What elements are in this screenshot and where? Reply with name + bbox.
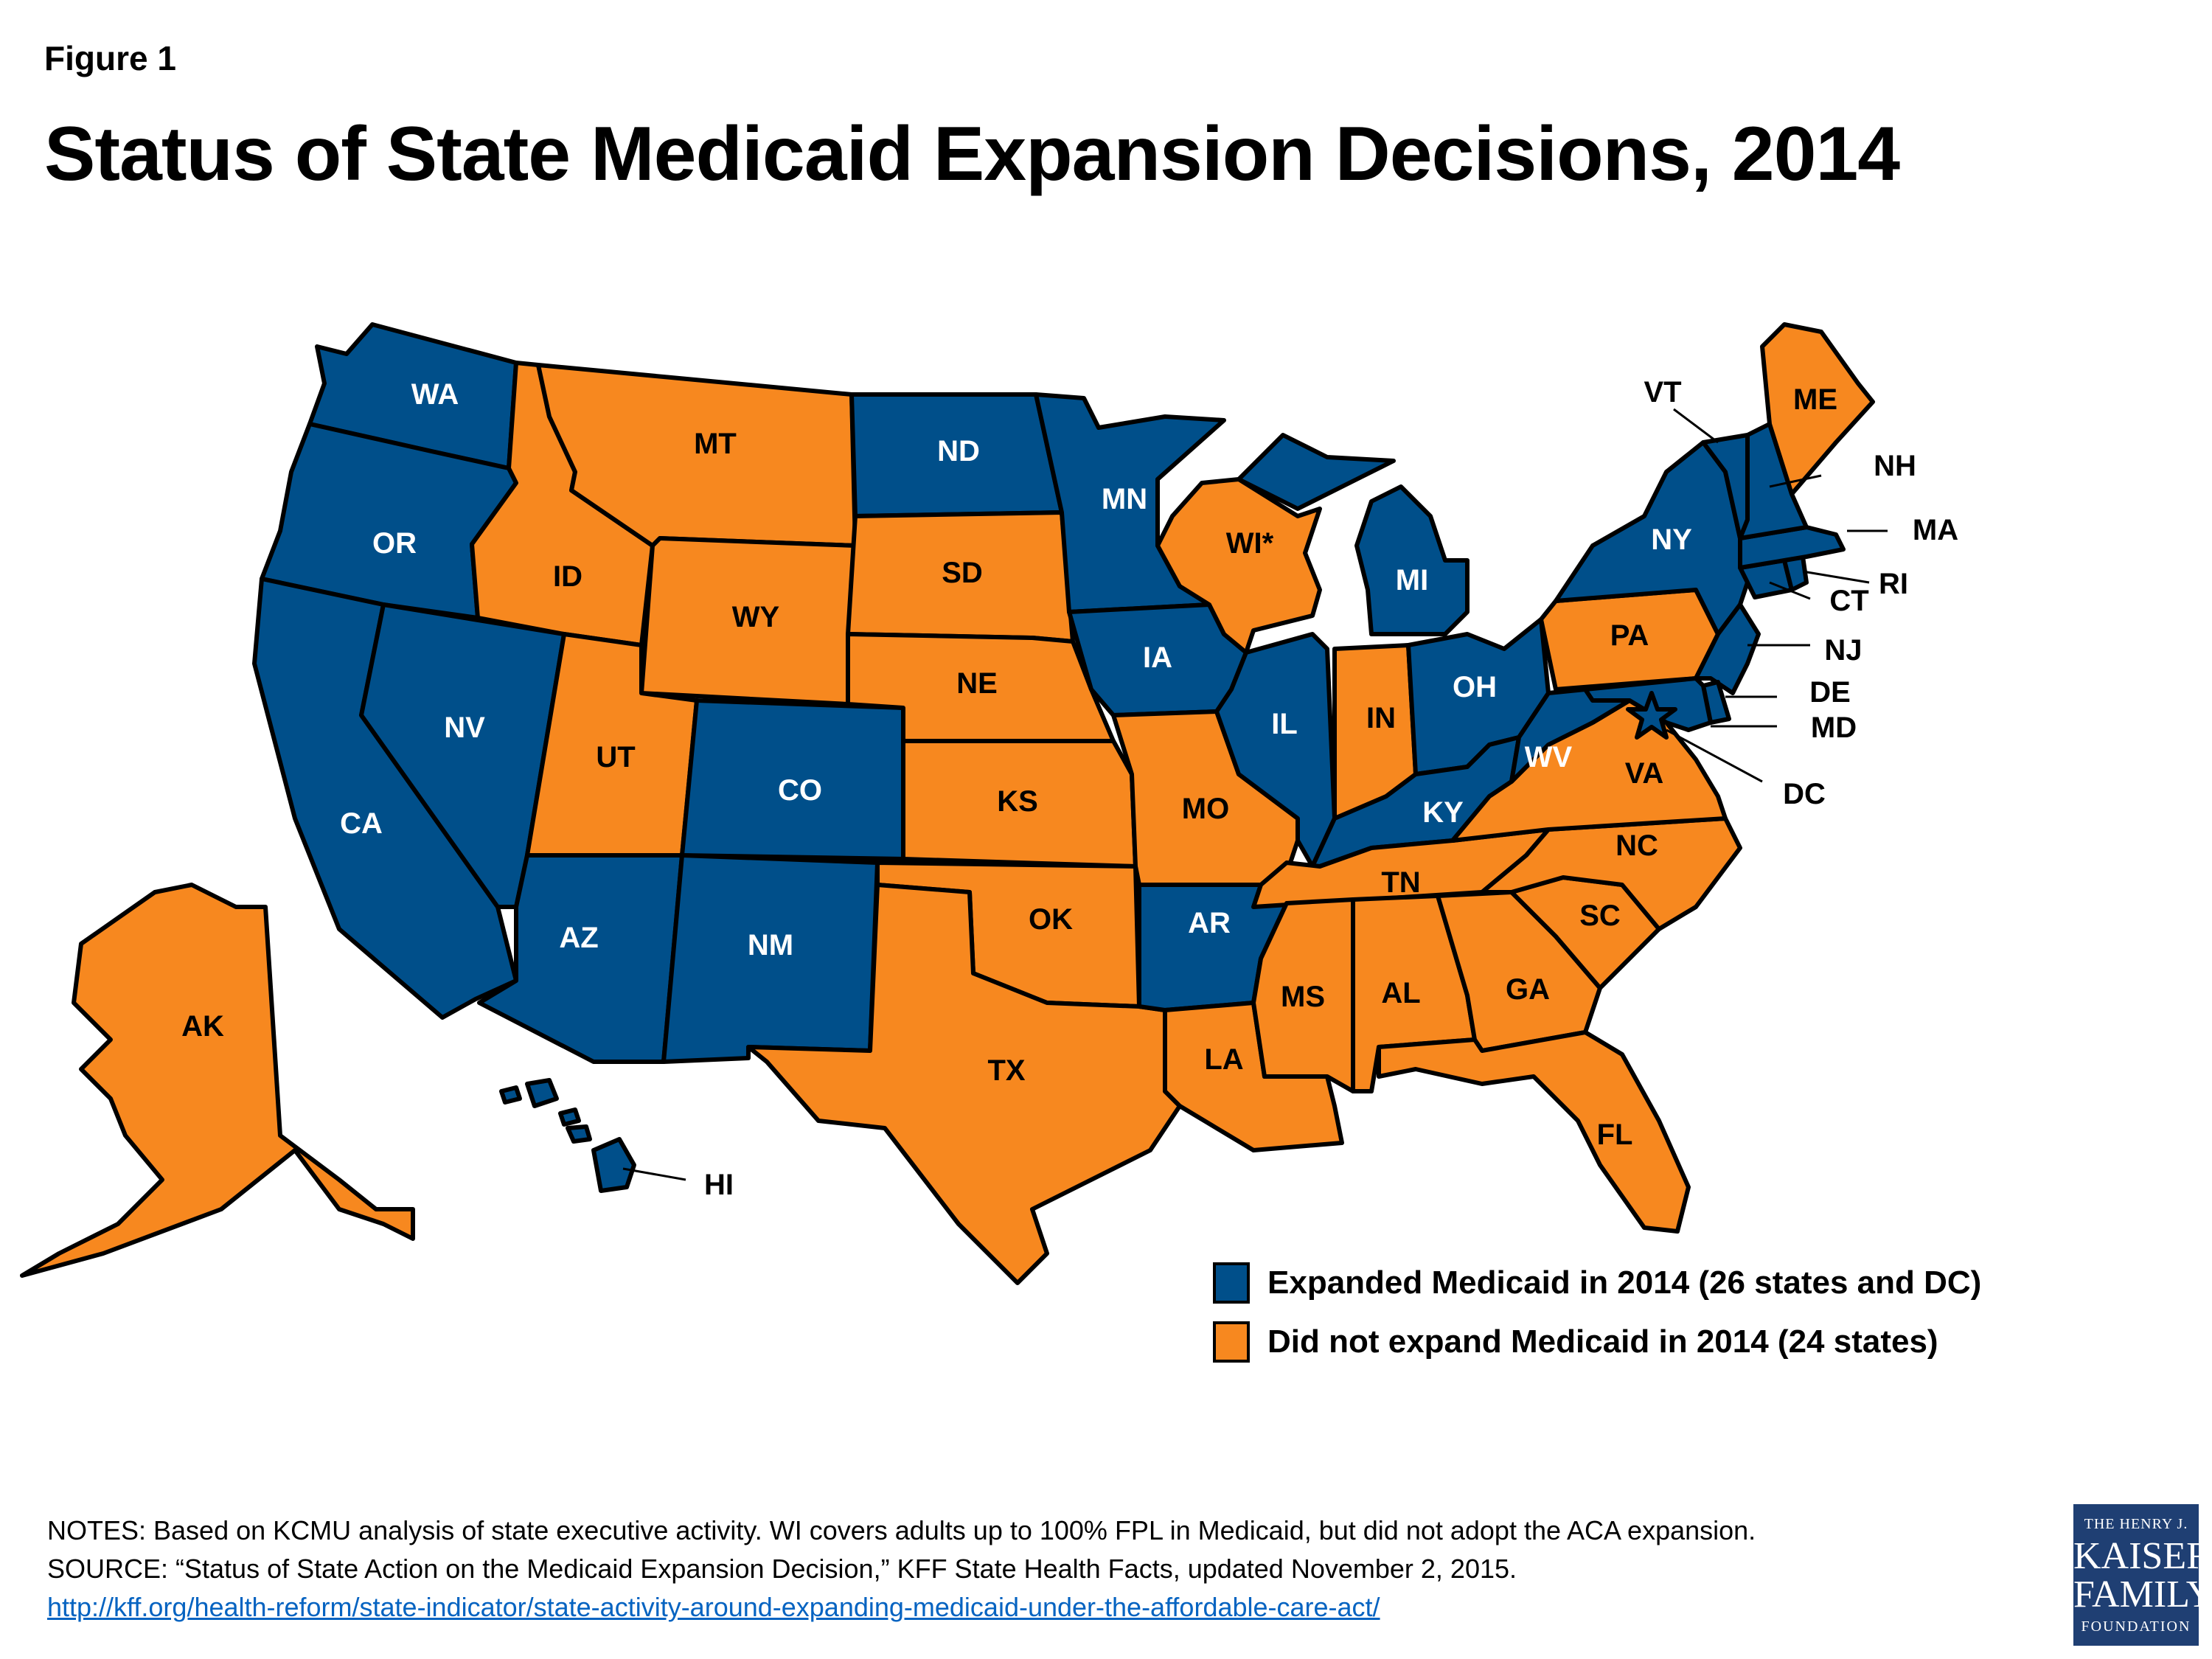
label-NY: NY <box>1651 524 1692 556</box>
label-LA: LA <box>1204 1043 1243 1076</box>
label-OK: OK <box>1029 903 1073 936</box>
label-WA: WA <box>411 378 459 411</box>
label-NC: NC <box>1615 830 1658 862</box>
leader-CT <box>1769 581 1811 600</box>
label-AZ: AZ <box>559 922 598 954</box>
label-OH: OH <box>1453 671 1497 703</box>
state-MA[interactable] <box>1738 525 1846 570</box>
label-CA: CA <box>340 807 383 840</box>
label-HI: HI <box>704 1169 734 1201</box>
state-NC[interactable] <box>1480 816 1742 931</box>
label-ID: ID <box>553 560 582 593</box>
legend-item-expanded: Expanded Medicaid in 2014 (26 states and… <box>1213 1257 1981 1309</box>
label-IN: IN <box>1366 702 1396 734</box>
label-RI: RI <box>1879 568 1908 600</box>
label-NH: NH <box>1874 450 1916 482</box>
label-CO: CO <box>778 774 822 807</box>
leader-NH <box>1769 474 1822 488</box>
label-KS: KS <box>997 785 1038 818</box>
state-WY[interactable] <box>639 536 858 706</box>
state-MN[interactable] <box>1034 392 1226 614</box>
notes-line: NOTES: Based on KCMU analysis of state e… <box>47 1515 1756 1545</box>
label-ME: ME <box>1793 383 1837 416</box>
label-TN: TN <box>1381 866 1420 899</box>
legend: Expanded Medicaid in 2014 (26 states and… <box>1213 1257 1981 1375</box>
logo-line-1: THE HENRY J. <box>2084 1516 2188 1532</box>
label-UT: UT <box>596 741 635 773</box>
leader-DC <box>1666 728 1763 783</box>
notes: NOTES: Based on KCMU analysis of state e… <box>47 1512 1756 1627</box>
label-ND: ND <box>937 435 980 467</box>
label-DC: DC <box>1783 778 1826 810</box>
leader-RI <box>1802 570 1870 584</box>
state-TX[interactable] <box>746 883 1182 1285</box>
label-PA: PA <box>1610 619 1649 652</box>
label-MD: MD <box>1811 712 1857 744</box>
legend-item-not-expanded: Did not expand Medicaid in 2014 (24 stat… <box>1213 1316 1981 1368</box>
logo-line-4: FOUNDATION <box>2081 1618 2191 1635</box>
label-NJ: NJ <box>1824 634 1862 667</box>
label-AL: AL <box>1381 977 1420 1009</box>
label-AK: AK <box>181 1010 224 1043</box>
label-MN: MN <box>1102 483 1147 515</box>
source-line: SOURCE: “Status of State Action on the M… <box>47 1554 1517 1584</box>
source-link[interactable]: http://kff.org/health-reform/state-indic… <box>47 1592 1380 1622</box>
state-ME[interactable] <box>1760 322 1875 496</box>
label-GA: GA <box>1506 973 1550 1006</box>
label-MT: MT <box>694 428 737 460</box>
label-CT: CT <box>1829 585 1868 617</box>
label-MS: MS <box>1281 981 1325 1013</box>
label-SD: SD <box>942 557 983 589</box>
label-NE: NE <box>956 667 998 700</box>
legend-swatch-not-expanded <box>1213 1321 1250 1363</box>
label-FL: FL <box>1597 1119 1633 1151</box>
leader-VT <box>1673 408 1719 444</box>
state-HI-main[interactable] <box>591 1137 636 1193</box>
state-AK[interactable] <box>20 883 415 1278</box>
label-DE: DE <box>1809 676 1851 709</box>
state-HI-2[interactable] <box>525 1078 559 1108</box>
label-IL: IL <box>1271 708 1298 740</box>
logo-line-3: FAMILY <box>2073 1573 2212 1615</box>
state-FL[interactable] <box>1377 1030 1691 1234</box>
label-WV: WV <box>1525 741 1573 773</box>
logo-line-2: KAISER <box>2073 1535 2212 1577</box>
label-MI: MI <box>1396 564 1428 597</box>
label-NV: NV <box>444 712 485 744</box>
kff-logo: THE HENRY J. KAISER FAMILY FOUNDATION <box>2073 1504 2212 1646</box>
label-SC: SC <box>1579 900 1621 932</box>
label-KY: KY <box>1422 796 1464 829</box>
label-AR: AR <box>1188 907 1231 939</box>
state-MI[interactable] <box>1237 433 1396 511</box>
dc-star-icon[interactable] <box>1626 691 1677 740</box>
label-WY: WY <box>732 601 780 633</box>
page-title: Status of State Medicaid Expansion Decis… <box>44 111 1900 197</box>
legend-label-expanded: Expanded Medicaid in 2014 (26 states and… <box>1267 1265 1982 1301</box>
label-WI: WI* <box>1226 527 1274 560</box>
leader-HI <box>622 1167 686 1181</box>
label-VT: VT <box>1644 376 1681 408</box>
label-MA: MA <box>1913 514 1958 546</box>
state-WI[interactable] <box>1155 477 1322 655</box>
state-HI-1[interactable] <box>499 1085 522 1105</box>
state-HI-4[interactable] <box>566 1124 592 1144</box>
state-IL[interactable] <box>1214 632 1337 869</box>
label-VA: VA <box>1625 757 1664 790</box>
label-MO: MO <box>1182 793 1229 825</box>
label-NM: NM <box>748 929 793 961</box>
state-MI-lower[interactable] <box>1354 484 1470 636</box>
state-HI-3[interactable] <box>558 1107 581 1127</box>
label-OR: OR <box>372 527 417 560</box>
label-TX: TX <box>987 1054 1025 1087</box>
legend-label-not-expanded: Did not expand Medicaid in 2014 (24 stat… <box>1267 1324 1938 1360</box>
figure-label: Figure 1 <box>44 39 176 77</box>
label-IA: IA <box>1143 641 1172 674</box>
legend-swatch-expanded <box>1213 1262 1250 1304</box>
